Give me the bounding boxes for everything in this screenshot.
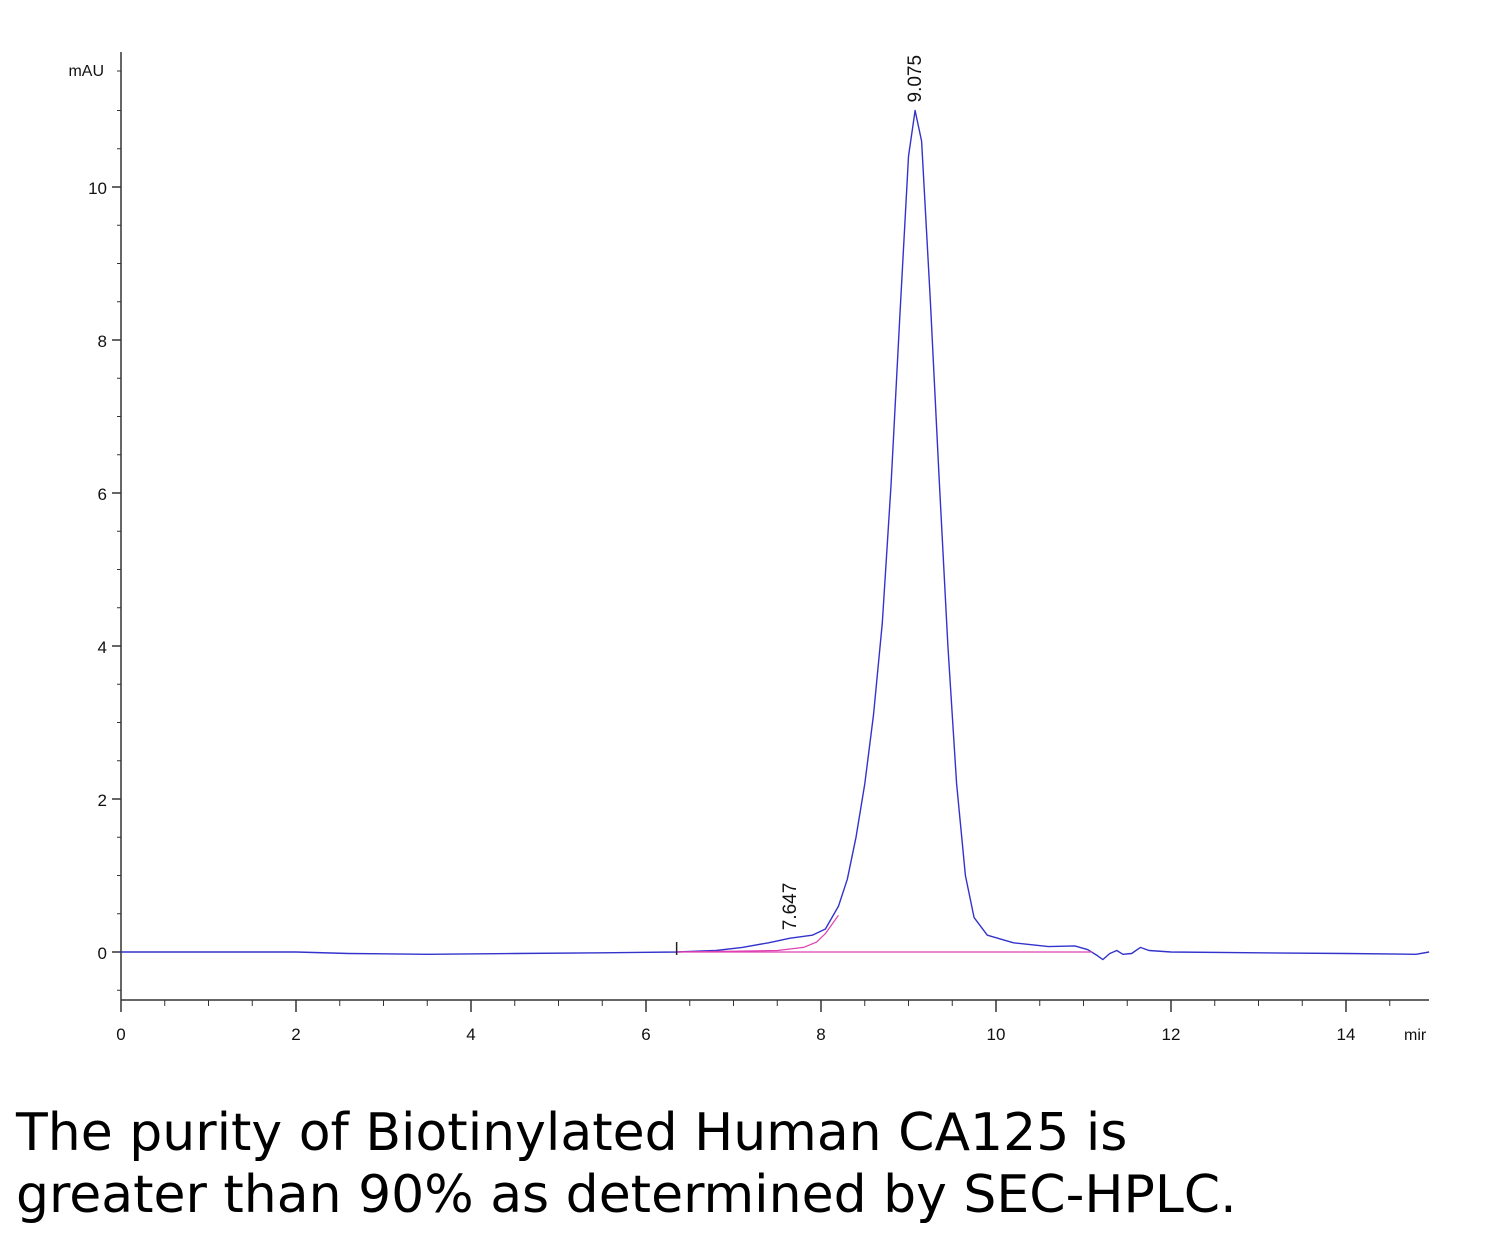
x-tick-label: 12 <box>1162 1025 1181 1044</box>
y-tick-label: 8 <box>98 332 107 351</box>
peak-annotations: 7.647 9.075 <box>780 55 926 930</box>
figure-caption: The purity of Biotinylated Human CA125 i… <box>16 1102 1486 1226</box>
x-tick-label: 10 <box>987 1025 1006 1044</box>
y-tick-label: 0 <box>98 944 107 963</box>
peak-label: 9.075 <box>905 55 926 103</box>
y-tick-label: 6 <box>98 485 107 504</box>
y-axis-unit: mAU <box>68 63 104 80</box>
x-tick-label: 14 <box>1337 1025 1356 1044</box>
caption-line-1: The purity of Biotinylated Human CA125 i… <box>16 1103 1128 1163</box>
trace-0 <box>121 109 1430 961</box>
caption-line-2: greater than 90% as determined by SEC-HP… <box>16 1165 1237 1225</box>
axes: 0 2 4 6 8 10 0 2 4 6 8 10 12 14 <box>88 52 1429 1044</box>
x-tick-label: 0 <box>116 1025 125 1044</box>
x-tick-label: 4 <box>466 1025 475 1044</box>
peak-label: 7.647 <box>780 883 801 931</box>
chromatogram-chart: 0 2 4 6 8 10 0 2 4 6 8 10 12 14 7.647 9.075 mAU mir <box>68 52 1430 1044</box>
y-tick-label: 2 <box>98 791 107 810</box>
y-tick-label: 4 <box>98 638 107 657</box>
x-axis-unit: mir <box>1404 1027 1427 1044</box>
x-tick-label: 6 <box>641 1025 650 1044</box>
trace-1 <box>676 914 839 953</box>
x-tick-label: 8 <box>816 1025 825 1044</box>
traces <box>121 109 1430 961</box>
x-tick-label: 2 <box>291 1025 300 1044</box>
y-tick-label: 10 <box>88 179 107 198</box>
